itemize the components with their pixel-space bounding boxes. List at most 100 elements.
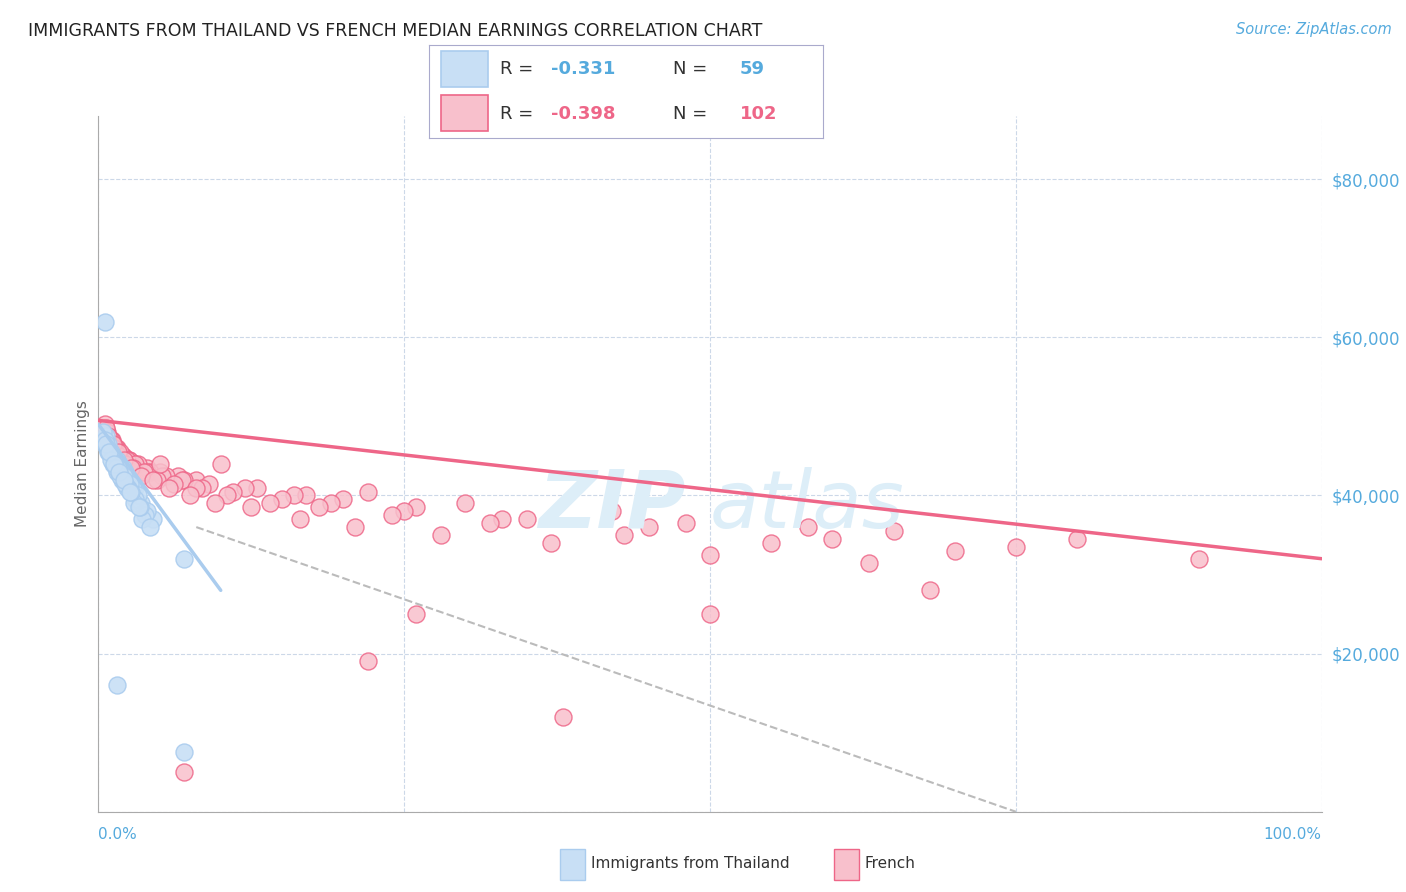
- Point: [114, 465, 136, 479]
- Point: [98, 445, 121, 459]
- Point: [675, 516, 697, 530]
- Text: -0.398: -0.398: [551, 105, 616, 123]
- Point: [1004, 540, 1026, 554]
- Point: [142, 473, 165, 487]
- Point: [101, 433, 124, 447]
- Point: [142, 512, 165, 526]
- Point: [129, 500, 152, 515]
- Point: [191, 481, 214, 495]
- Point: [101, 449, 124, 463]
- Point: [149, 465, 172, 479]
- Point: [540, 536, 562, 550]
- Point: [197, 476, 219, 491]
- Point: [136, 465, 159, 479]
- Point: [136, 460, 159, 475]
- Point: [157, 481, 180, 495]
- Point: [112, 468, 135, 483]
- Point: [96, 425, 118, 440]
- Point: [270, 492, 294, 507]
- Point: [405, 607, 427, 621]
- Point: [613, 528, 636, 542]
- Point: [100, 445, 122, 459]
- Point: [103, 441, 125, 455]
- Point: [134, 508, 156, 523]
- Point: [454, 496, 477, 510]
- Point: [103, 457, 125, 471]
- Point: [104, 441, 127, 455]
- Point: [115, 481, 138, 495]
- Point: [600, 504, 623, 518]
- Point: [94, 429, 117, 443]
- Point: [136, 504, 159, 518]
- Point: [111, 460, 134, 475]
- Point: [124, 457, 146, 471]
- Point: [127, 457, 149, 471]
- Point: [100, 437, 122, 451]
- Text: atlas: atlas: [710, 467, 905, 545]
- Point: [98, 433, 121, 447]
- Point: [943, 544, 966, 558]
- Point: [91, 425, 114, 440]
- Text: N =: N =: [673, 60, 713, 78]
- Point: [246, 481, 269, 495]
- Point: [761, 536, 783, 550]
- Point: [100, 433, 122, 447]
- Point: [120, 476, 142, 491]
- Point: [104, 457, 127, 471]
- Point: [124, 492, 146, 507]
- Point: [240, 500, 263, 515]
- Point: [96, 441, 118, 455]
- Text: -0.331: -0.331: [551, 60, 616, 78]
- Point: [107, 445, 129, 459]
- Point: [319, 496, 342, 510]
- Text: French: French: [865, 856, 915, 871]
- Text: 59: 59: [740, 60, 765, 78]
- Point: [295, 488, 318, 502]
- Point: [115, 473, 138, 487]
- Point: [94, 437, 117, 451]
- Point: [121, 481, 143, 495]
- Point: [94, 421, 117, 435]
- Point: [204, 496, 226, 510]
- Text: Immigrants from Thailand: Immigrants from Thailand: [591, 856, 789, 871]
- Point: [120, 460, 142, 475]
- Point: [118, 453, 141, 467]
- Point: [122, 496, 145, 510]
- Text: ZIP: ZIP: [538, 467, 686, 545]
- Point: [170, 473, 193, 487]
- Point: [94, 429, 117, 443]
- Point: [129, 468, 152, 483]
- Text: R =: R =: [499, 60, 538, 78]
- Point: [121, 460, 143, 475]
- Point: [101, 437, 124, 451]
- Point: [173, 551, 195, 566]
- Y-axis label: Median Earnings: Median Earnings: [75, 401, 90, 527]
- Point: [107, 465, 129, 479]
- Point: [186, 473, 208, 487]
- Point: [356, 484, 378, 499]
- Point: [108, 465, 131, 479]
- Point: [100, 453, 122, 467]
- Point: [173, 746, 195, 760]
- Point: [1188, 551, 1211, 566]
- Point: [139, 520, 162, 534]
- Point: [129, 496, 152, 510]
- Point: [124, 481, 146, 495]
- Bar: [440, 95, 488, 131]
- Point: [699, 607, 721, 621]
- Point: [118, 453, 141, 467]
- Point: [108, 457, 131, 471]
- Point: [155, 468, 177, 483]
- Point: [478, 516, 501, 530]
- Point: [858, 556, 880, 570]
- Point: [356, 655, 378, 669]
- Point: [553, 710, 575, 724]
- Point: [111, 449, 134, 463]
- Point: [110, 445, 132, 459]
- Point: [139, 465, 162, 479]
- Point: [283, 488, 305, 502]
- Text: 102: 102: [740, 105, 778, 123]
- Point: [112, 473, 135, 487]
- Point: [290, 512, 312, 526]
- Point: [114, 476, 136, 491]
